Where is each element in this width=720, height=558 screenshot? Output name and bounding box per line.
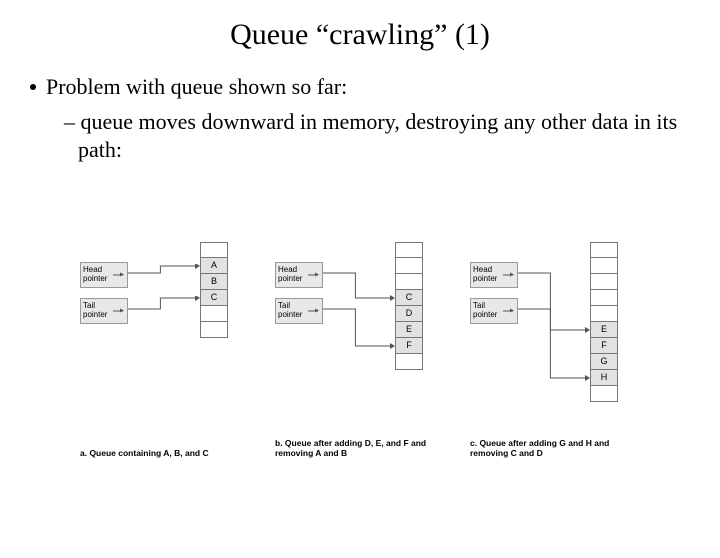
bullet-main: Problem with queue shown so far: xyxy=(30,74,720,100)
panel-caption: c. Queue after adding G and H and removi… xyxy=(470,438,645,458)
queue-cell: C xyxy=(395,290,423,306)
queue-cell xyxy=(200,242,228,258)
queue-cell xyxy=(590,290,618,306)
head-connector xyxy=(323,271,397,304)
queue-cell xyxy=(395,242,423,258)
arrow-icon xyxy=(113,310,123,311)
queue-cell: B xyxy=(200,274,228,290)
bullet-list: Problem with queue shown so far: – queue… xyxy=(30,74,720,163)
queue-cell: H xyxy=(590,370,618,386)
queue-cell xyxy=(395,258,423,274)
queue-cell xyxy=(590,306,618,322)
queue-cell xyxy=(590,258,618,274)
queue-cell xyxy=(590,386,618,402)
queue-cell xyxy=(200,306,228,322)
queue-cell xyxy=(395,274,423,290)
queue-cell: F xyxy=(590,338,618,354)
arrow-icon xyxy=(113,274,123,275)
queue-cells: CDEF xyxy=(395,242,423,370)
panel-a: ABC Head pointer Tail pointer a. Queue cont… xyxy=(80,238,270,458)
tail-connector xyxy=(128,296,202,315)
panel-caption: a. Queue containing A, B, and C xyxy=(80,448,255,458)
tail-connector xyxy=(518,307,592,384)
queue-cell: E xyxy=(395,322,423,338)
queue-cell: F xyxy=(395,338,423,354)
panel-c: EFGH Head pointer Tail pointer c. Queue aft… xyxy=(470,238,660,458)
queue-cell xyxy=(395,354,423,370)
arrow-icon xyxy=(308,310,318,311)
bullet-sub-text: queue moves downward in memory, destroyi… xyxy=(78,109,677,162)
queue-cell: G xyxy=(590,354,618,370)
panel-b: CDEF Head pointer Tail pointer b. Queue aft… xyxy=(275,238,465,458)
bullet-sub: – queue moves downward in memory, destro… xyxy=(64,108,720,163)
bullet-disc-icon xyxy=(30,84,36,90)
queue-cells: ABC xyxy=(200,242,228,338)
tail-pointer-box: Tail pointer xyxy=(275,298,323,324)
queue-cell xyxy=(590,242,618,258)
head-pointer-box: Head pointer xyxy=(470,262,518,288)
tail-connector xyxy=(323,307,397,352)
queue-cells: EFGH xyxy=(590,242,618,402)
slide-title: Queue “crawling” (1) xyxy=(0,18,720,52)
queue-diagram: ABCHead pointerTail pointera. Queue cont… xyxy=(80,238,660,458)
arrow-icon xyxy=(503,310,513,311)
arrow-icon xyxy=(308,274,318,275)
head-pointer-box: Head pointer xyxy=(80,262,128,288)
arrow-icon xyxy=(503,274,513,275)
queue-cell: D xyxy=(395,306,423,322)
tail-pointer-box: Tail pointer xyxy=(80,298,128,324)
head-connector xyxy=(128,264,202,279)
queue-cell: C xyxy=(200,290,228,306)
queue-cell: E xyxy=(590,322,618,338)
head-pointer-box: Head pointer xyxy=(275,262,323,288)
bullet-main-text: Problem with queue shown so far: xyxy=(46,74,347,99)
head-connector xyxy=(518,271,592,336)
queue-cell xyxy=(200,322,228,338)
tail-pointer-box: Tail pointer xyxy=(470,298,518,324)
panel-caption: b. Queue after adding D, E, and F and re… xyxy=(275,438,450,458)
queue-cell xyxy=(590,274,618,290)
queue-cell: A xyxy=(200,258,228,274)
